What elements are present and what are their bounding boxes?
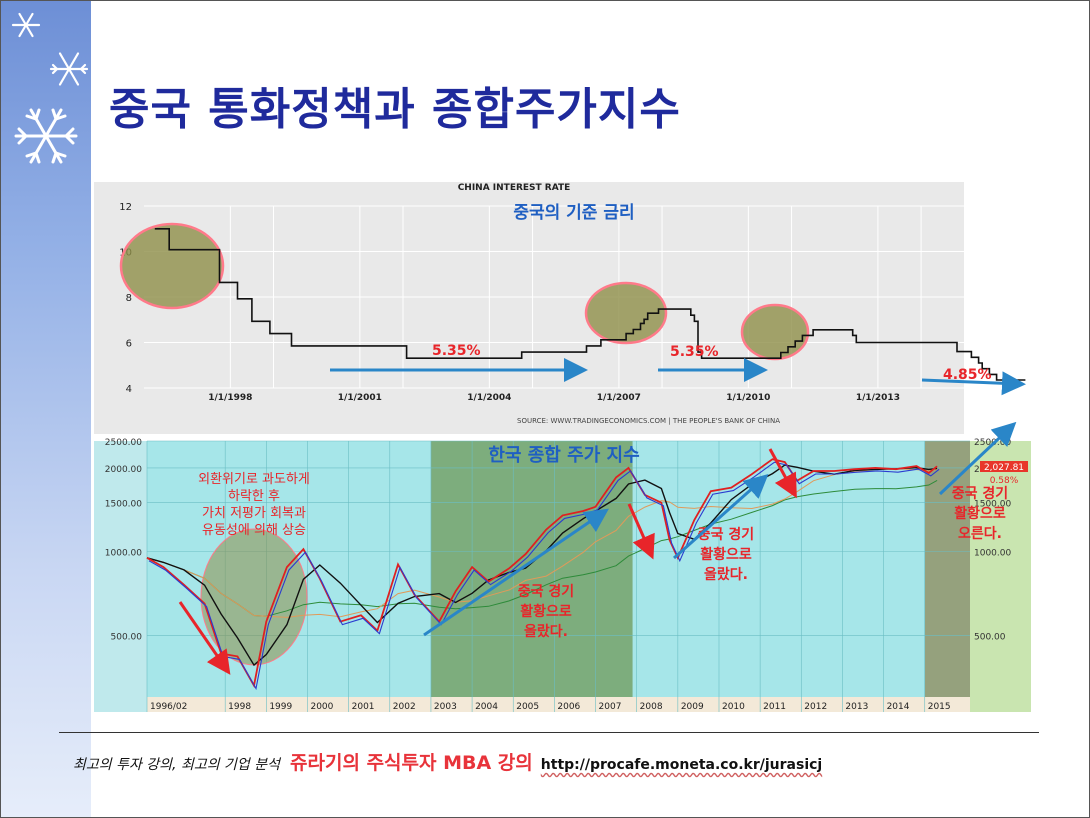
kospi-y-tick-label: 2000.00 — [105, 465, 142, 475]
footer-tagline: 최고의 투자 강의, 최고의 기업 분석 — [73, 757, 281, 773]
rate-y-tick-label: 6 — [126, 339, 132, 350]
footer-brand: 쥬라기의 주식투자 MBA 강의 — [290, 752, 533, 774]
kospi-left-axis-bg — [94, 441, 147, 712]
kospi-last-value: 2,027.81 — [984, 463, 1024, 473]
kospi-price-line — [148, 461, 940, 691]
kospi-right-axis-bg — [970, 441, 1031, 712]
kospi-annotation-text: 하락한 후 — [228, 489, 280, 504]
trend-arrow — [768, 448, 797, 499]
kospi-x-tick-label: 2004 — [475, 702, 498, 712]
kospi-annotation-text: 중국 경기 — [952, 485, 1008, 502]
kospi-x-tick-label: 1998 — [228, 702, 251, 712]
kospi-x-tick-label: 2012 — [804, 702, 827, 712]
kospi-x-tick-label: 2001 — [352, 702, 375, 712]
rate-x-tick-label: 1/1/2013 — [856, 393, 900, 403]
kospi-change: 0.58% — [990, 476, 1019, 486]
kospi-y-tick-label-right: 1000.00 — [974, 549, 1011, 559]
kospi-x-tick-label: 2009 — [681, 702, 704, 712]
rate-x-tick-label: 1/1/2004 — [467, 393, 511, 403]
kospi-x-tick-label: 2003 — [434, 702, 457, 712]
kospi-y-tick-label: 1500.00 — [105, 500, 142, 510]
kospi-annotation-text: 올랐다. — [524, 623, 568, 640]
kospi-y-tick-label: 500.00 — [111, 632, 143, 642]
kospi-y-tick-label-right: 1500.00 — [974, 500, 1011, 510]
rate-x-tick-label: 1/1/2007 — [597, 393, 641, 403]
kospi-y-ticks: 500.00 1000.00 1500.00 2000.00 2500.00 — [105, 438, 142, 642]
kospi-annotation-text: 활황으로 — [520, 603, 572, 620]
kospi-x-tick-label: 2011 — [763, 702, 786, 712]
kospi-annotation-text: 유동성에 의해 상승 — [202, 523, 306, 538]
kospi-chart-title: 한국 종합 주가 지수 — [488, 444, 639, 466]
kospi-annotation-text: 중국 경기 — [518, 583, 574, 600]
kospi-annotation-text: 올랐다. — [704, 566, 748, 583]
trend-arrow — [938, 421, 1017, 496]
kospi-x-tick-label: 1996/02 — [150, 702, 187, 712]
rate-y-tick-label: 8 — [126, 293, 132, 304]
kospi-price-line — [146, 458, 938, 689]
highlight-circle — [200, 528, 308, 666]
kospi-x-tick-label: 2005 — [516, 702, 539, 712]
rate-x-ticks: 1/1/1998 1/1/2001 1/1/2004 1/1/2007 1/1/2010… — [208, 393, 900, 403]
rate-chart-panel — [94, 182, 964, 434]
kospi-annotation-text: 활황으로 — [700, 546, 752, 563]
kospi-x-tick-label: 2013 — [845, 702, 868, 712]
rate-y-tick-label: 12 — [119, 202, 132, 213]
kospi-x-axis-bg — [147, 697, 970, 712]
highlight-circle — [584, 281, 668, 345]
kospi-shade-region — [924, 441, 970, 697]
trend-arrow — [921, 371, 1026, 396]
sidebar-decoration — [1, 1, 91, 817]
trend-arrow — [423, 508, 609, 637]
trend-arrow — [673, 474, 769, 560]
kospi-moving-average — [146, 468, 938, 618]
kospi-x-tick-label: 2010 — [722, 702, 745, 712]
kospi-x-tick-label: 2007 — [599, 702, 622, 712]
charts-panel: 4681012 1/1/19981/1/20011/1/20041/1/2007… — [94, 182, 1031, 712]
rate-x-tick-label: 1/1/1998 — [208, 393, 252, 403]
kospi-moving-average — [146, 479, 938, 617]
rate-x-tick-label: 1/1/2001 — [338, 393, 382, 403]
kospi-x-tick-label: 2002 — [393, 702, 416, 712]
kospi-x-tick-label: 2000 — [310, 702, 333, 712]
rate-series-line — [154, 228, 1026, 381]
kospi-last-value-badge — [980, 461, 1028, 472]
highlight-circle — [119, 222, 225, 310]
kospi-y-tick-label-right: 500.00 — [974, 632, 1006, 642]
rate-chart-title: CHINA INTEREST RATE — [458, 183, 571, 193]
kospi-annotation-text: 활황으로 — [954, 505, 1006, 522]
kospi-moving-average — [146, 464, 938, 667]
kospi-shade-region — [430, 441, 633, 697]
kospi-annotation-group: 외환위기로 과도하게 하락한 후 가치 저평가 회복과 유동성에 의해 상승 — [198, 472, 310, 538]
kospi-x-tick-label: 2008 — [640, 702, 663, 712]
rate-chart-source: SOURCE: WWW.TRADINGECONOMICS.COM | THE P… — [517, 417, 780, 425]
rate-chart-annotation-title: 중국의 기준 금리 — [513, 203, 634, 223]
kospi-annotation-text: 중국 경기 — [698, 526, 754, 543]
highlight-circle — [740, 303, 810, 361]
kospi-annotation-text: 외환위기로 과도하게 — [198, 472, 310, 487]
trend-arrow — [627, 503, 655, 560]
kospi-annotation-group: 중국 경기 활황으로 올랐다. 중국 경기 활황으로 올랐다. 중국 경기 활황… — [518, 485, 1008, 640]
rate-y-tick-label: 4 — [126, 384, 132, 395]
snowflake-icon — [11, 12, 89, 164]
charts-svg: 4681012 1/1/19981/1/20011/1/20041/1/2007… — [94, 182, 1031, 712]
kospi-x-tick-label: 2006 — [557, 702, 580, 712]
rate-x-tick-label: 1/1/2010 — [726, 393, 770, 403]
kospi-x-ticks: 1996/02 1998 1999 2000 2001 2002 2003 2004 2005 2… — [150, 702, 951, 712]
kospi-annotation-text: 가치 저평가 회복과 — [202, 506, 306, 521]
trend-arrow — [178, 601, 231, 675]
kospi-x-tick-label: 2015 — [928, 702, 951, 712]
kospi-x-tick-label: 1999 — [269, 702, 292, 712]
kospi-x-tick-label: 2014 — [887, 702, 910, 712]
kospi-y-tick-label: 2500.00 — [105, 438, 142, 448]
footer-url[interactable]: http://procafe.moneta.co.kr/jurasicj — [540, 757, 823, 773]
kospi-y-tick-label: 1000.00 — [105, 549, 142, 559]
kospi-annotation-text: 오른다. — [958, 526, 1002, 542]
rate-annotation-label: 5.35% — [432, 343, 481, 359]
rate-annotation-label: 5.35% — [670, 344, 719, 360]
footer-divider — [59, 732, 1039, 733]
rate-annotation-label: 4.85% — [943, 367, 992, 383]
page-title: 중국 통화정책과 종합주가지수 — [109, 84, 681, 135]
footer: 최고의 투자 강의, 최고의 기업 분석 쥬라기의 주식투자 MBA 강의 http… — [73, 748, 822, 775]
